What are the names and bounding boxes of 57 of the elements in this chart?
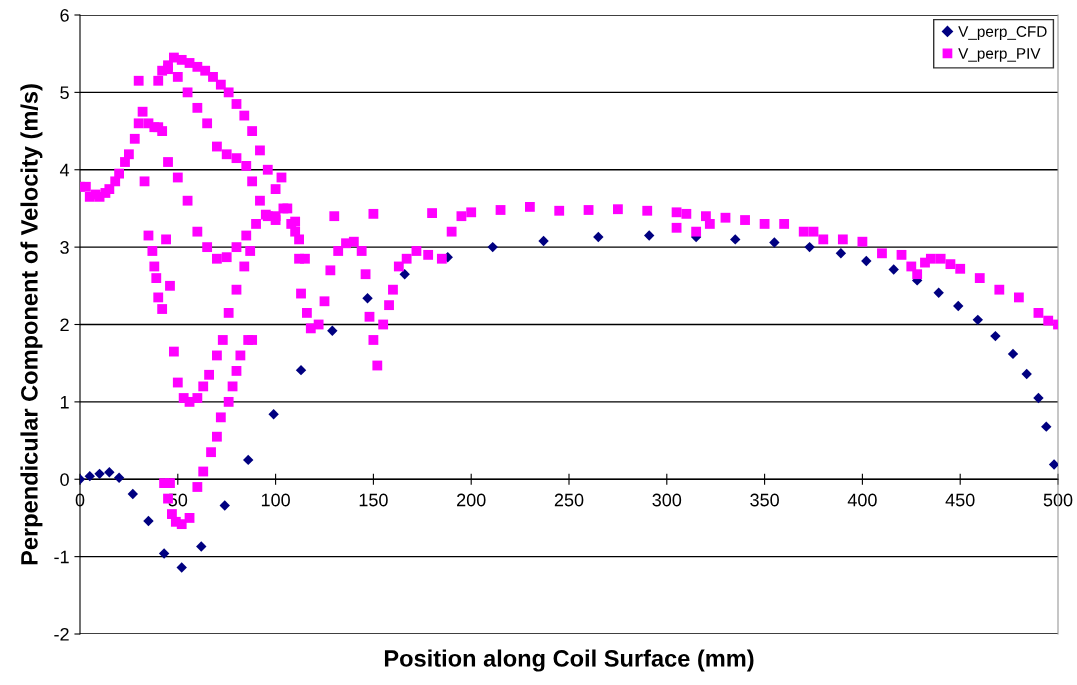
- point: [143, 515, 154, 527]
- point: [84, 470, 95, 482]
- point: [593, 231, 604, 243]
- point: [243, 454, 254, 466]
- point: [1007, 348, 1019, 360]
- x-tick-label: 200: [457, 493, 486, 507]
- y-axis-title: Perpendicular Component of Velocity (m/s): [20, 84, 43, 565]
- point: [94, 468, 105, 480]
- point: [219, 500, 230, 511]
- point: [487, 241, 498, 253]
- point: [1021, 368, 1032, 380]
- point: [835, 248, 847, 259]
- point: [113, 472, 125, 483]
- y-tick-label: 5: [60, 86, 69, 100]
- y-tick-label: 4: [59, 163, 70, 177]
- legend-label: V_perp_CFD: [958, 26, 1047, 40]
- point: [861, 255, 872, 267]
- x-tick-label: 250: [554, 493, 584, 507]
- point: [1033, 392, 1044, 404]
- y-tick-label: 3: [60, 241, 69, 254]
- point: [769, 237, 780, 248]
- point: [990, 330, 1001, 342]
- point: [888, 264, 899, 275]
- point: [644, 230, 655, 241]
- x-tick-label: 100: [261, 493, 290, 507]
- point: [327, 325, 338, 336]
- point: [104, 467, 115, 478]
- x-tick-label: 300: [652, 493, 682, 507]
- point: [933, 287, 944, 298]
- point: [158, 548, 170, 559]
- x-tick-label: 400: [847, 493, 877, 507]
- point: [1041, 421, 1052, 432]
- point: [268, 409, 279, 420]
- point: [127, 488, 139, 500]
- point: [538, 235, 549, 247]
- point: [176, 562, 187, 573]
- y-tick-label: -2: [54, 627, 69, 641]
- y-tick-label: -1: [54, 550, 69, 564]
- y-tick-label: 6: [60, 8, 69, 22]
- point: [972, 314, 983, 326]
- x-tick-label: 500: [1043, 493, 1073, 507]
- y-tick-label: 2: [60, 318, 69, 332]
- x-tick-label: 150: [359, 493, 388, 507]
- point: [1048, 459, 1058, 470]
- point: [295, 364, 307, 376]
- x-tick-label: 450: [945, 493, 975, 507]
- y-tick-label: 0: [60, 473, 69, 486]
- point: [399, 269, 410, 280]
- point: [196, 541, 207, 552]
- point: [730, 234, 741, 245]
- point: [804, 241, 815, 253]
- point: [362, 293, 373, 304]
- x-axis-title: Position along Coil Surface (mm): [384, 649, 754, 672]
- point: [953, 300, 964, 312]
- y-tick-label: 1: [60, 396, 69, 409]
- x-tick-label: 350: [750, 493, 779, 507]
- legend-label: V_perp_PIV: [958, 48, 1041, 62]
